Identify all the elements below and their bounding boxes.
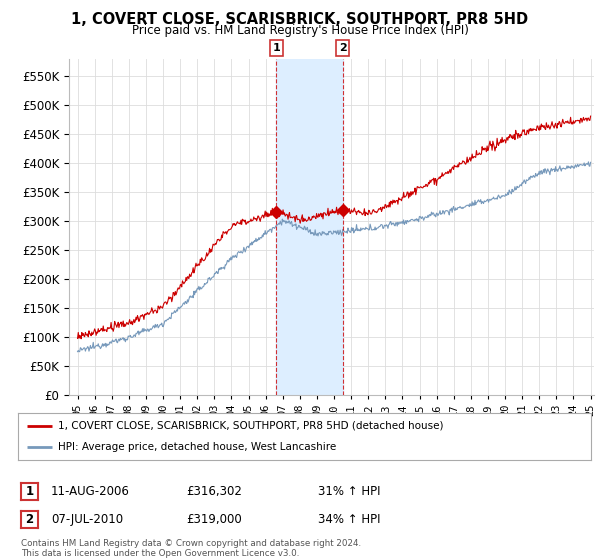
Text: 2: 2 <box>339 43 346 53</box>
Text: 34% ↑ HPI: 34% ↑ HPI <box>318 513 380 526</box>
Text: £316,302: £316,302 <box>186 485 242 498</box>
Text: 11-AUG-2006: 11-AUG-2006 <box>51 485 130 498</box>
Text: 1: 1 <box>25 485 34 498</box>
Text: 1, COVERT CLOSE, SCARISBRICK, SOUTHPORT, PR8 5HD (detached house): 1, COVERT CLOSE, SCARISBRICK, SOUTHPORT,… <box>58 421 443 431</box>
Bar <box>276 59 343 395</box>
Text: 07-JUL-2010: 07-JUL-2010 <box>51 513 123 526</box>
Text: £319,000: £319,000 <box>186 513 242 526</box>
Text: HPI: Average price, detached house, West Lancashire: HPI: Average price, detached house, West… <box>58 442 337 452</box>
Text: 1, COVERT CLOSE, SCARISBRICK, SOUTHPORT, PR8 5HD: 1, COVERT CLOSE, SCARISBRICK, SOUTHPORT,… <box>71 12 529 27</box>
Text: Price paid vs. HM Land Registry's House Price Index (HPI): Price paid vs. HM Land Registry's House … <box>131 24 469 37</box>
Text: Contains HM Land Registry data © Crown copyright and database right 2024.
This d: Contains HM Land Registry data © Crown c… <box>21 539 361 558</box>
Text: 1: 1 <box>272 43 280 53</box>
Text: 31% ↑ HPI: 31% ↑ HPI <box>318 485 380 498</box>
Text: 2: 2 <box>25 513 34 526</box>
